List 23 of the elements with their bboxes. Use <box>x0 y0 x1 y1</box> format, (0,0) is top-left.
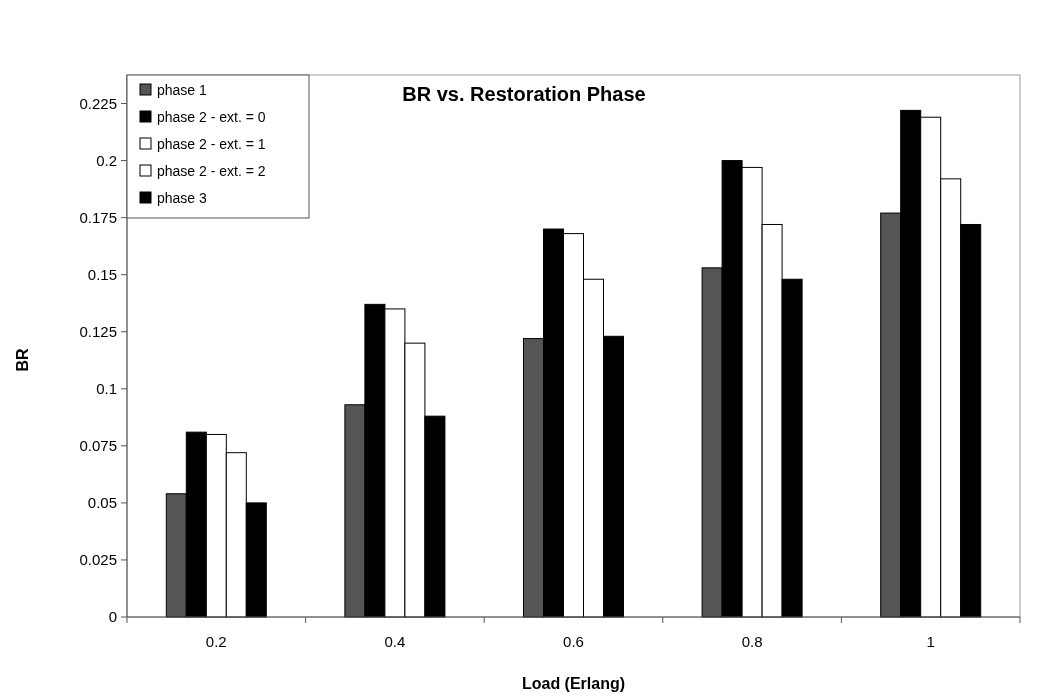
y-tick-label: 0.2 <box>96 151 117 169</box>
x-tick-label: 0.6 <box>563 633 584 650</box>
y-tick-label: 0.05 <box>87 494 117 512</box>
x-tick-label: 0.4 <box>384 633 406 650</box>
y-tick-label: 0.025 <box>79 551 117 569</box>
y-tick-label: 0 <box>108 608 117 626</box>
y-tick-label: 0.075 <box>79 437 117 455</box>
y-tick-label: 0.175 <box>79 208 117 226</box>
x-tick-label: 0.2 <box>205 633 227 650</box>
legend-label: phase 1 <box>157 81 208 98</box>
x-axis-title: Load (Erlang) <box>521 675 626 692</box>
y-tick-label: 0.15 <box>87 265 117 283</box>
y-tick-label: 0.225 <box>79 94 117 112</box>
x-tick-label: 0.8 <box>741 633 763 650</box>
legend-label: phase 2 - ext. = 0 <box>157 108 266 125</box>
y-tick-label: 0.125 <box>79 322 117 340</box>
legend-label: phase 3 <box>157 189 208 206</box>
y-tick-label: 0.1 <box>96 380 117 398</box>
legend-label: phase 2 - ext. = 2 <box>157 162 266 179</box>
x-tick-label: 1 <box>926 633 935 650</box>
y-axis-title: BR <box>14 348 31 372</box>
chart-title: BR vs. Restoration Phase <box>402 83 646 105</box>
legend-label: phase 2 - ext. = 1 <box>157 135 266 152</box>
